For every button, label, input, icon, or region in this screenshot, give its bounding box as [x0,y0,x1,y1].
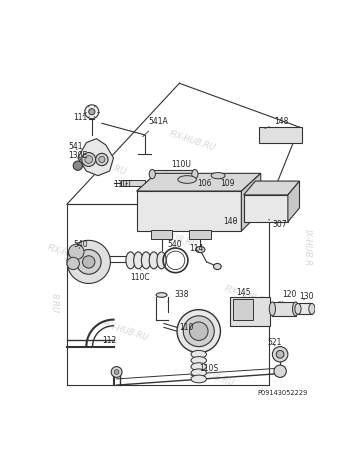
Circle shape [272,346,288,362]
Ellipse shape [192,170,198,179]
Text: 307: 307 [268,220,287,230]
Bar [233,299,253,320]
Text: 130E: 130E [69,151,88,160]
Circle shape [99,157,105,162]
Bar [230,297,270,326]
Text: 111: 111 [73,112,88,122]
Circle shape [85,105,99,119]
Text: 110U: 110U [166,160,191,171]
Ellipse shape [191,363,206,370]
Text: 145: 145 [236,288,251,297]
Text: IX-HUB.R: IX-HUB.R [302,230,312,266]
Polygon shape [137,191,241,231]
Ellipse shape [196,247,205,252]
Text: 120: 120 [282,290,297,302]
Text: 112: 112 [102,336,116,345]
Text: 110S: 110S [191,364,218,376]
Ellipse shape [269,302,275,316]
Text: FIX-HUB.RU: FIX-HUB.RU [101,320,149,343]
Text: 130: 130 [300,292,314,301]
Text: 106: 106 [197,179,212,188]
Text: 148: 148 [265,117,289,128]
Ellipse shape [178,176,196,183]
Ellipse shape [191,369,206,377]
Bar [189,230,211,239]
Circle shape [276,351,284,358]
Circle shape [183,316,214,346]
Text: 110: 110 [179,323,194,332]
Ellipse shape [191,356,206,365]
Circle shape [67,257,79,270]
Text: 140: 140 [224,217,238,226]
Circle shape [76,250,101,274]
Text: FIX-HUB.RU: FIX-HUB.RU [215,195,263,218]
Ellipse shape [211,173,225,179]
Text: 114: 114 [189,243,204,252]
Ellipse shape [141,252,151,269]
Text: FIX-HUB.RU: FIX-HUB.RU [79,153,128,176]
Polygon shape [244,195,288,222]
Circle shape [96,153,108,166]
Text: FIX-HUB.RU: FIX-HUB.RU [169,129,217,153]
Polygon shape [288,181,300,222]
Ellipse shape [149,252,159,269]
Ellipse shape [309,303,315,314]
Circle shape [189,322,208,341]
Text: 110C: 110C [131,270,150,282]
Bar [199,179,210,189]
Polygon shape [137,173,261,191]
Text: 540: 540 [168,240,182,249]
Bar [152,170,195,179]
Ellipse shape [157,252,166,269]
Ellipse shape [156,292,167,297]
Ellipse shape [126,252,135,269]
Bar [298,303,312,314]
Ellipse shape [295,303,301,314]
Circle shape [82,153,96,166]
Polygon shape [78,139,113,176]
Ellipse shape [134,252,143,269]
Polygon shape [241,173,261,231]
Ellipse shape [191,375,206,383]
Text: 541: 541 [69,142,83,151]
Circle shape [114,370,119,374]
Text: FIX-HUB.RU: FIX-HUB.RU [47,243,95,267]
Ellipse shape [214,263,221,270]
Text: FIX-HUB.RU: FIX-HUB.RU [188,364,236,388]
Bar [121,180,145,186]
Circle shape [73,161,83,170]
Ellipse shape [293,302,299,316]
Text: 8.RU: 8.RU [50,293,59,314]
Ellipse shape [149,170,155,179]
Circle shape [274,365,286,378]
Text: 521: 521 [267,338,281,347]
Circle shape [85,156,92,163]
Text: 541A: 541A [143,117,168,137]
Circle shape [67,240,110,284]
Circle shape [177,310,220,353]
Circle shape [83,256,95,268]
Ellipse shape [191,351,206,358]
Bar [272,302,296,316]
Text: 110T: 110T [113,180,133,189]
Circle shape [69,244,84,260]
Bar [151,230,173,239]
Text: 109: 109 [220,179,235,188]
Circle shape [89,108,95,115]
Circle shape [111,367,122,378]
Polygon shape [244,181,300,195]
Text: FIX-HUB.RU: FIX-HUB.RU [150,226,198,249]
Text: P09143052229: P09143052229 [257,390,307,396]
Text: FIX-HUB.RU: FIX-HUB.RU [223,285,272,308]
Text: 540: 540 [73,240,88,249]
Text: 338: 338 [168,290,188,302]
Bar [259,127,302,143]
